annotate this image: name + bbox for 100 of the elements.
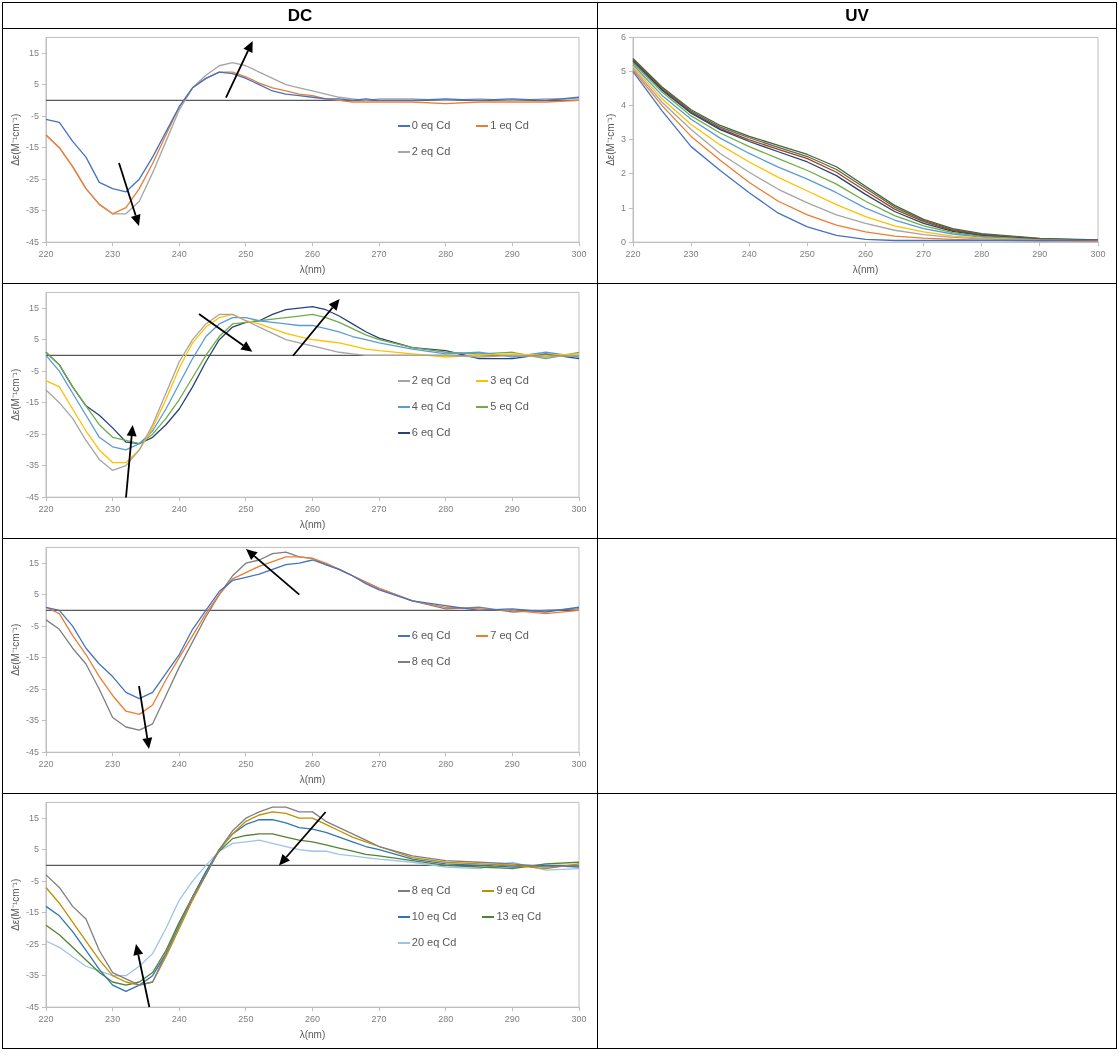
y-axis-title: Δε(M⁻¹cm⁻¹) [604, 113, 616, 166]
legend-label: 2 eq Cd [411, 374, 451, 387]
x-tick-label: 290 [504, 1014, 520, 1025]
x-tick-label: 260 [304, 759, 321, 770]
x-tick-label: 270 [371, 1014, 387, 1025]
x-axis-title: λ(nm) [299, 263, 326, 275]
legend-label: 10 eq Cd [411, 910, 457, 923]
x-tick-label: 230 [105, 759, 121, 770]
x-tick-label: 230 [105, 504, 121, 515]
x-tick-label: 250 [238, 759, 254, 770]
x-tick-label: 240 [171, 249, 187, 260]
y-axis-title: Δε(M⁻¹cm⁻¹) [9, 878, 21, 931]
x-tick-label: 240 [171, 759, 187, 770]
x-tick-label: 290 [504, 249, 520, 260]
y-tick-label: 5 [33, 79, 40, 90]
y-tick-label: -35 [25, 460, 40, 471]
legend-label: 8 eq Cd [411, 655, 451, 668]
x-tick-label: 290 [504, 759, 520, 770]
x-tick-label: 220 [38, 504, 54, 515]
x-tick-label: 300 [571, 1014, 587, 1025]
x-tick-label: 230 [105, 249, 121, 260]
legend-label: 20 eq Cd [411, 936, 457, 949]
y-tick-label: -35 [25, 715, 40, 726]
x-tick-label: 260 [857, 249, 874, 260]
y-tick-label: -35 [25, 970, 40, 981]
x-tick-label: 270 [371, 759, 387, 770]
x-tick-label: 260 [304, 249, 321, 260]
y-tick-label: 4 [620, 100, 627, 111]
x-tick-label: 290 [1032, 249, 1048, 260]
chart-title: DC [2, 2, 598, 29]
x-tick-label: 250 [238, 1014, 254, 1025]
x-axis-title: λ(nm) [299, 1028, 326, 1040]
x-tick-label: 270 [916, 249, 932, 260]
x-tick-label: 250 [238, 504, 254, 515]
x-tick-label: 220 [38, 1014, 54, 1025]
y-tick-label: 1 [620, 202, 627, 213]
x-tick-label: 300 [1090, 249, 1106, 260]
legend-label: 3 eq Cd [490, 374, 529, 387]
y-tick-label: 5 [33, 589, 40, 600]
legend-label: 9 eq Cd [496, 884, 535, 897]
legend-label: 6 eq Cd [411, 426, 451, 439]
y-tick-label: -15 [25, 142, 40, 153]
x-tick-label: 240 [741, 249, 757, 260]
x-tick-label: 290 [504, 504, 520, 515]
y-tick-label: -5 [30, 875, 40, 886]
x-tick-label: 280 [438, 249, 454, 260]
x-axis-title: λ(nm) [299, 773, 326, 785]
x-tick-label: 230 [105, 1014, 121, 1025]
y-axis-title: Δε(M⁻¹cm⁻¹) [9, 623, 21, 676]
x-tick-label: 270 [371, 249, 387, 260]
y-axis-title: Δε(M⁻¹cm⁻¹) [9, 368, 21, 421]
y-tick-label: 5 [620, 66, 627, 77]
x-axis-title: λ(nm) [299, 518, 326, 530]
x-tick-label: 280 [438, 504, 454, 515]
y-tick-label: -5 [30, 365, 40, 376]
x-tick-label: 220 [625, 249, 641, 260]
x-tick-label: 270 [371, 504, 387, 515]
legend-label: 13 eq Cd [496, 910, 542, 923]
y-tick-label: 15 [28, 47, 40, 58]
legend-label: 2 eq Cd [411, 145, 451, 158]
y-tick-label: -5 [30, 110, 40, 121]
x-tick-label: 260 [304, 504, 321, 515]
y-tick-label: -5 [30, 620, 40, 631]
y-tick-label: -45 [25, 491, 40, 502]
x-tick-label: 300 [571, 249, 587, 260]
y-tick-label: -25 [25, 173, 40, 184]
legend-label: 6 eq Cd [411, 629, 451, 642]
y-tick-label: -25 [25, 428, 40, 439]
x-tick-label: 300 [571, 504, 587, 515]
x-tick-label: 240 [171, 1014, 187, 1025]
x-tick-label: 280 [438, 759, 454, 770]
y-tick-label: -25 [25, 683, 40, 694]
y-tick-label: 5 [33, 334, 40, 345]
x-tick-label: 240 [171, 504, 187, 515]
y-tick-label: -15 [25, 907, 40, 918]
legend-label: 1 eq Cd [490, 119, 529, 132]
x-axis-title: λ(nm) [852, 263, 879, 275]
x-tick-label: 250 [238, 249, 254, 260]
x-tick-label: 280 [438, 1014, 454, 1025]
legend-label: 5 eq Cd [490, 400, 529, 413]
x-tick-label: 300 [571, 759, 587, 770]
legend-label: 4 eq Cd [411, 400, 451, 413]
x-tick-label: 230 [683, 249, 699, 260]
x-tick-label: 220 [38, 759, 54, 770]
y-tick-label: -45 [25, 1001, 40, 1012]
x-tick-label: 260 [304, 1014, 321, 1025]
y-tick-label: -45 [25, 746, 40, 757]
y-tick-label: -25 [25, 938, 40, 949]
y-tick-label: 5 [33, 844, 40, 855]
x-tick-label: 220 [38, 249, 54, 260]
y-tick-label: 2 [620, 168, 627, 179]
legend-label: 7 eq Cd [490, 629, 529, 642]
legend-label: 0 eq Cd [411, 119, 451, 132]
y-tick-label: -35 [25, 205, 40, 216]
y-tick-label: -15 [25, 397, 40, 408]
y-tick-label: 0 [620, 236, 627, 247]
y-tick-label: 3 [620, 134, 627, 145]
legend-label: 8 eq Cd [411, 884, 451, 897]
y-tick-label: 15 [28, 557, 40, 568]
y-tick-label: 15 [28, 302, 40, 313]
